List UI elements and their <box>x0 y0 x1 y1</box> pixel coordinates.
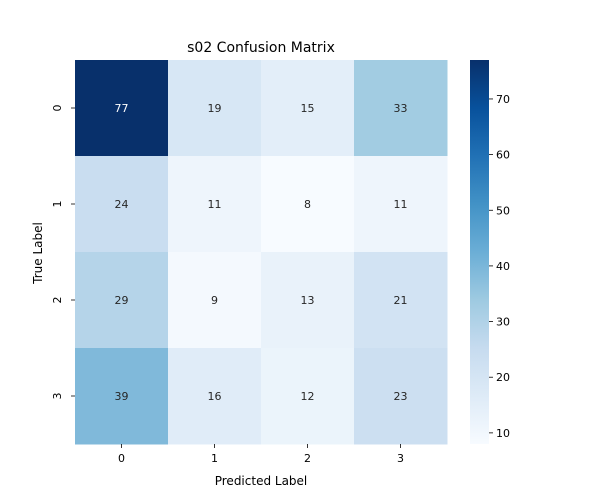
heatmap-cell <box>168 60 262 157</box>
heatmap-cell <box>168 156 262 253</box>
colorbar-tick-label: 60 <box>496 149 510 162</box>
cell-value-label: 24 <box>115 198 129 211</box>
cell-value-label: 19 <box>208 102 222 115</box>
cell-value-label: 16 <box>208 390 222 403</box>
cell-value-label: 15 <box>301 102 315 115</box>
heatmap-cell <box>261 156 355 253</box>
heatmap-cell <box>261 60 355 157</box>
cell-value-label: 39 <box>115 390 129 403</box>
heatmap-cell <box>75 252 169 349</box>
colorbar-tick-label: 10 <box>496 427 510 440</box>
cell-value-label: 8 <box>304 198 311 211</box>
heatmap-cell <box>168 252 262 349</box>
heatmap-cell <box>75 156 169 253</box>
y-tick-label: 0 <box>51 105 64 112</box>
colorbar-tick-label: 50 <box>496 204 510 217</box>
heatmap-cell <box>261 252 355 349</box>
cell-value-label: 12 <box>301 390 315 403</box>
y-tick-label: 1 <box>51 201 64 208</box>
x-tick-label: 3 <box>397 452 404 465</box>
colorbar-tick-label: 30 <box>496 316 510 329</box>
cell-value-label: 77 <box>115 102 129 115</box>
cell-value-label: 11 <box>208 198 222 211</box>
chart-title: s02 Confusion Matrix <box>187 40 335 56</box>
x-tick-label: 0 <box>118 452 125 465</box>
y-axis-ticks: 0 1 2 3 <box>51 105 75 400</box>
colorbar-tick-label: 70 <box>496 93 510 106</box>
colorbar-tick-label: 20 <box>496 371 510 384</box>
heatmap-cell <box>75 348 169 445</box>
cell-value-label: 29 <box>115 294 129 307</box>
heatmap-grid: 77 19 15 33 24 11 8 11 29 9 13 21 39 16 12 23 <box>75 60 448 445</box>
y-axis-label: True Label <box>31 222 45 285</box>
colorbar-ticks: 10 20 30 40 50 60 70 <box>489 93 510 440</box>
cell-value-label: 9 <box>211 294 218 307</box>
y-tick-label: 3 <box>51 393 64 400</box>
cell-value-label: 13 <box>301 294 315 307</box>
cell-value-label: 23 <box>394 390 408 403</box>
cell-value-label: 21 <box>394 294 408 307</box>
heatmap-cell <box>75 60 169 157</box>
x-axis-ticks: 0 1 2 3 <box>118 444 404 465</box>
x-tick-label: 1 <box>211 452 218 465</box>
heatmap-cell <box>354 156 448 253</box>
colorbar-tick-label: 40 <box>496 260 510 273</box>
heatmap-cell <box>168 348 262 445</box>
heatmap-cell <box>261 348 355 445</box>
colorbar <box>470 60 489 444</box>
heatmap-cell <box>354 60 448 157</box>
x-tick-label: 2 <box>304 452 311 465</box>
y-tick-label: 2 <box>51 297 64 304</box>
cell-value-label: 11 <box>394 198 408 211</box>
cell-value-label: 33 <box>394 102 408 115</box>
heatmap-cell <box>354 252 448 349</box>
x-axis-label: Predicted Label <box>215 474 308 488</box>
heatmap-cell <box>354 348 448 445</box>
